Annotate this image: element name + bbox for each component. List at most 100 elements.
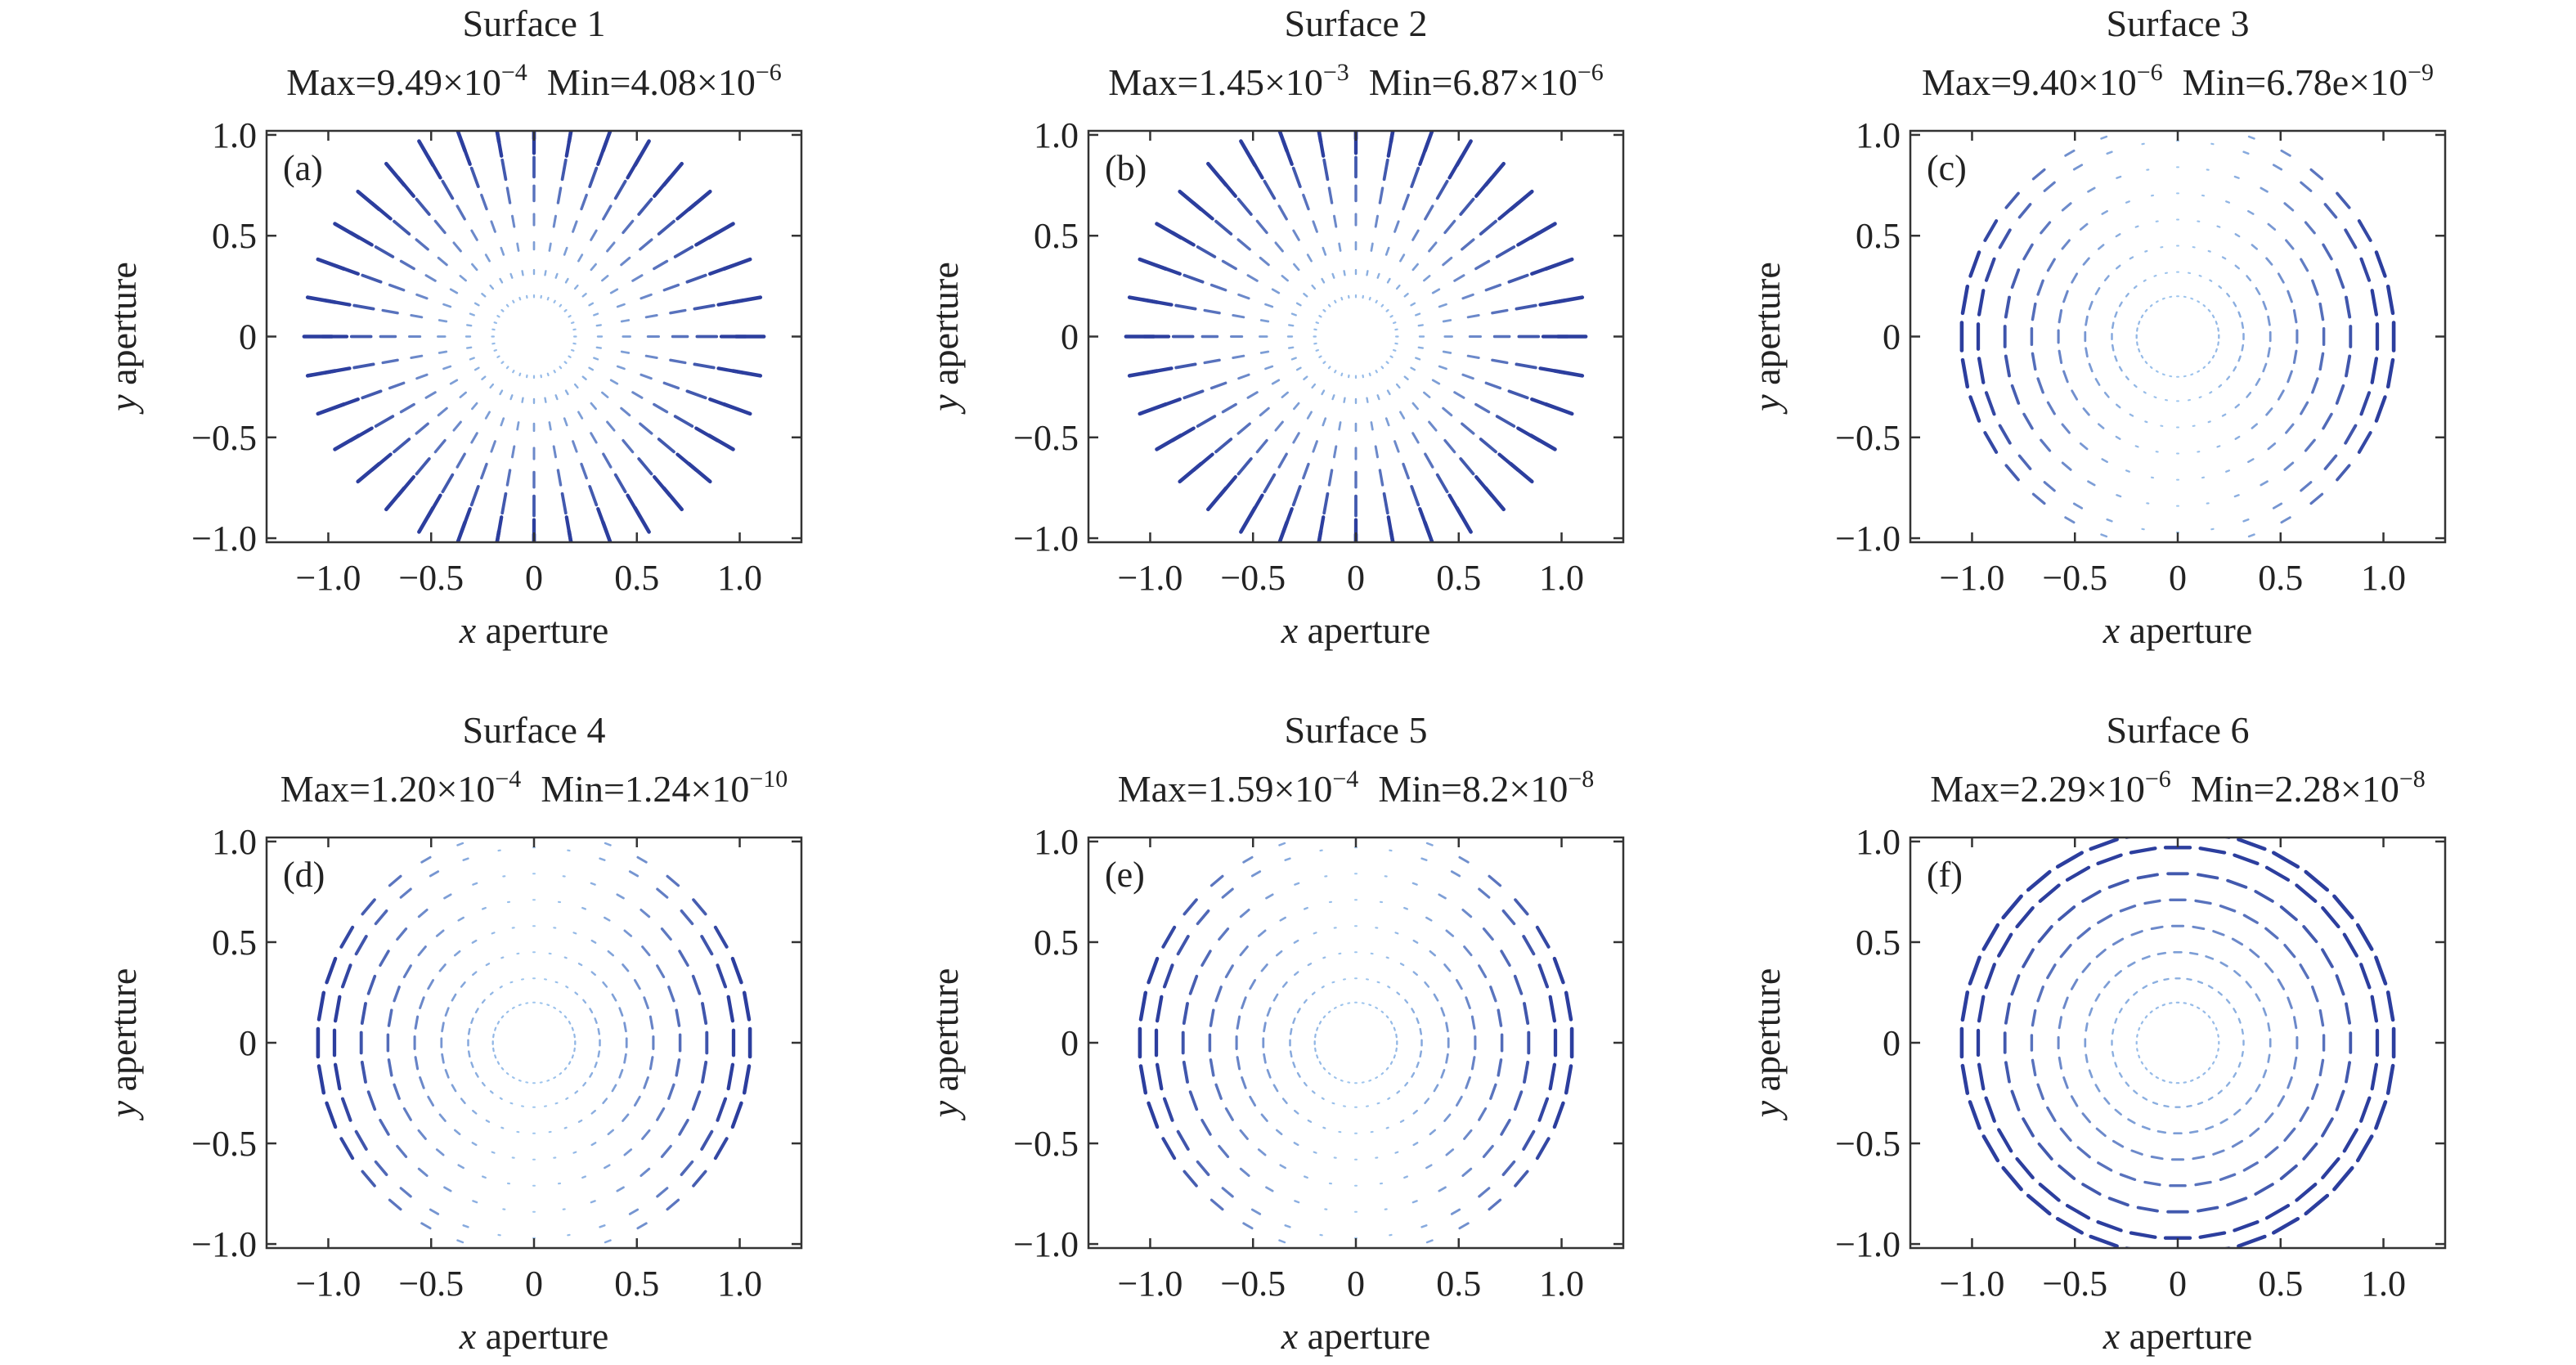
vector-mark [1445, 1022, 1449, 1033]
vector-mark [511, 445, 516, 459]
vector-mark [2318, 1008, 2325, 1027]
vector-mark [1370, 242, 1374, 252]
vector-mark [2385, 990, 2395, 1022]
vector-mark [2017, 454, 2032, 470]
vector-mark [588, 166, 599, 189]
vector-mark [410, 314, 424, 319]
vector-mark [2125, 837, 2135, 839]
vector-mark [2287, 996, 2293, 1009]
vector-mark [1489, 986, 1497, 1003]
vector-mark [1411, 1200, 1418, 1204]
vector-mark [2192, 925, 2206, 931]
vector-mark [2217, 1034, 2219, 1038]
vector-mark [2022, 1117, 2035, 1138]
vector-mark [641, 1129, 651, 1140]
vector-mark [1276, 950, 1283, 957]
vector-mark [1453, 391, 1465, 399]
vector-mark [2202, 1010, 2206, 1014]
vector-mark [2001, 1165, 2023, 1192]
vector-mark [2277, 272, 2285, 284]
vector-mark [656, 887, 669, 899]
vector-mark [509, 272, 514, 279]
vector-mark [414, 1056, 420, 1071]
vector-mark [2079, 222, 2089, 231]
vector-mark [1333, 445, 1338, 459]
vector-mark [456, 131, 467, 153]
vector-mark [1239, 505, 1257, 534]
panel-stats: Max=1.45×10−3 Min=6.87×10−6 [1108, 59, 1604, 103]
vector-mark [481, 999, 486, 1004]
vector-mark [568, 1061, 572, 1065]
vector-mark [2309, 168, 2324, 181]
x-axis-label: x aperture [2103, 1315, 2253, 1357]
vector-mark [2323, 454, 2338, 470]
vector-mark [2265, 407, 2273, 416]
vector-mark [1425, 842, 1434, 846]
vector-mark [580, 462, 588, 480]
vector-mark [601, 520, 613, 542]
vector-mark [1239, 139, 1257, 168]
vector-mark [593, 312, 599, 317]
y-tick-label: −1.0 [1835, 519, 1901, 559]
vector-mark [518, 372, 522, 377]
vector-mark [427, 979, 435, 990]
vector-mark [1977, 289, 1986, 317]
vector-mark [2226, 1197, 2248, 1207]
vector-mark [2088, 300, 2094, 311]
vector-mark [713, 925, 729, 949]
vector-mark [609, 288, 619, 294]
x-axis-var: x [1281, 609, 1299, 651]
vector-mark [491, 1151, 496, 1154]
vector-mark [1491, 308, 1509, 315]
vector-mark [2129, 846, 2157, 855]
vector-mark [1236, 238, 1251, 251]
vector-mark [316, 402, 347, 416]
vector-mark [499, 389, 504, 396]
vector-mark [1259, 406, 1270, 417]
vector-mark [1284, 857, 1291, 861]
vector-mark [2134, 445, 2139, 448]
vector-mark [1515, 362, 1537, 370]
x-tick-label: 1.0 [717, 1264, 762, 1304]
vector-mark [1385, 308, 1389, 312]
vector-mark [2251, 423, 2258, 429]
vector-mark [604, 1239, 612, 1244]
vector-mark [590, 229, 598, 241]
x-axis-var: x [459, 1315, 477, 1357]
vector-mark [568, 315, 572, 318]
vector-mark [1242, 855, 1254, 864]
vector-mark [1281, 981, 1288, 988]
vector-mark [1425, 1239, 1434, 1244]
vector-mark [1155, 995, 1164, 1023]
vector-mark [2209, 391, 2213, 394]
vector-mark [2136, 1034, 2138, 1038]
vector-mark [1291, 166, 1302, 189]
vector-mark [2046, 963, 2057, 980]
vector-mark [1161, 1137, 1177, 1161]
vector-mark [1239, 909, 1250, 918]
vector-mark [1960, 990, 1970, 1022]
vector-mark [1257, 929, 1267, 937]
vector-mark [559, 1010, 563, 1013]
vector-mark [1303, 293, 1308, 298]
vector-mark [628, 1208, 640, 1215]
vector-mark [2061, 461, 2072, 471]
vector-mark [1209, 1058, 1215, 1077]
vector-mark [2004, 1002, 2011, 1025]
vector-mark [1403, 293, 1409, 298]
vector-mark [1983, 219, 1999, 242]
vector-mark [1389, 1061, 1393, 1065]
vector-mark [1277, 520, 1289, 542]
vector-mark [1543, 402, 1574, 416]
vector-mark [2292, 349, 2298, 365]
vector-mark [374, 909, 388, 926]
vector-mark [374, 245, 395, 258]
vector-mark [1239, 1129, 1249, 1140]
vector-mark [1455, 979, 1463, 990]
vector-mark [2323, 203, 2338, 219]
vector-mark [500, 492, 508, 515]
vector-mark [2207, 985, 2214, 990]
vector-mark [1376, 394, 1380, 401]
vector-mark [2318, 352, 2325, 371]
vector-mark [2345, 1002, 2352, 1025]
